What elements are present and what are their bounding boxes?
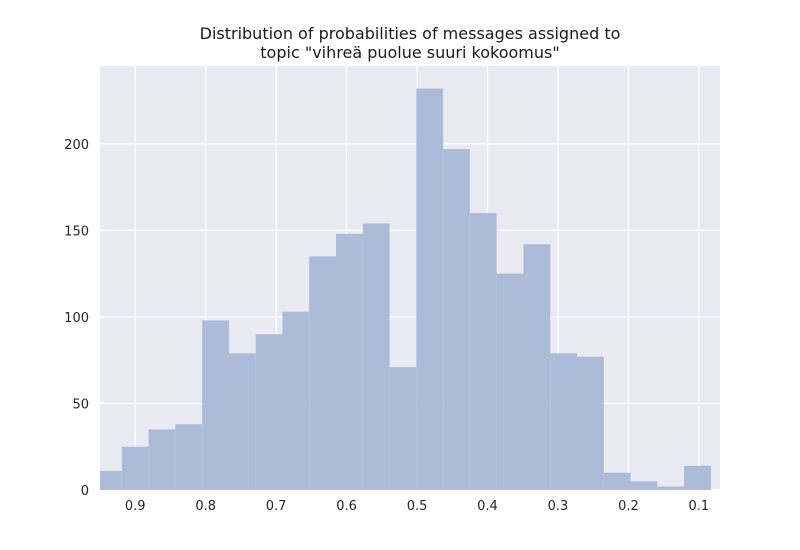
histogram-bar <box>684 465 711 490</box>
x-tick-label: 0.2 <box>618 499 639 514</box>
histogram-bar <box>362 223 390 490</box>
histogram-bar <box>630 481 658 490</box>
x-tick-label: 0.9 <box>125 499 146 514</box>
histogram-bar <box>576 356 604 490</box>
histogram-bar <box>496 273 524 490</box>
x-tick-label: 0.1 <box>689 499 710 514</box>
y-tick-label: 100 <box>64 311 89 326</box>
y-tick-label: 50 <box>72 397 89 412</box>
x-tick-label: 0.7 <box>266 499 287 514</box>
x-tick-label: 0.6 <box>336 499 357 514</box>
chart-title-line-1: Distribution of probabilities of message… <box>199 24 621 43</box>
histogram-bar <box>121 446 149 490</box>
chart-title-line-2: topic "vihreä puolue suuri kokoomus" <box>260 43 560 62</box>
y-tick-label: 150 <box>64 224 89 239</box>
x-tick-label: 0.4 <box>477 499 498 514</box>
x-tick-label: 0.8 <box>195 499 216 514</box>
histogram-bar <box>175 424 203 490</box>
histogram-bar <box>443 149 470 490</box>
histogram-bar <box>523 244 551 490</box>
histogram-bar <box>469 213 497 490</box>
histogram-bar <box>336 233 363 490</box>
histogram-bar <box>416 88 444 490</box>
histogram-bar <box>255 334 283 490</box>
histogram-bar <box>202 320 229 490</box>
x-tick-label: 0.3 <box>548 499 569 514</box>
x-tick-label: 0.5 <box>407 499 428 514</box>
histogram-bar <box>100 470 122 490</box>
histogram-bar <box>282 311 310 490</box>
histogram-bar <box>550 353 577 490</box>
histogram-bar <box>309 256 337 490</box>
y-tick-label: 200 <box>64 138 89 153</box>
histogram-bar <box>603 472 631 490</box>
histogram-bar <box>657 486 685 490</box>
histogram-bar <box>228 353 256 490</box>
histogram-bar <box>389 367 417 490</box>
histogram-bar <box>148 429 176 490</box>
y-tick-label: 0 <box>81 484 89 499</box>
